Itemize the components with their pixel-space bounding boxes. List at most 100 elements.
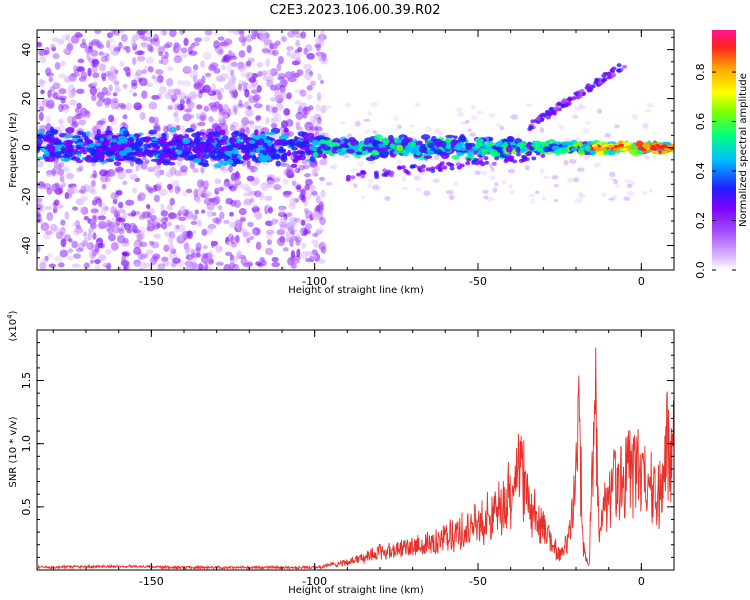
heatmap-cell [265, 117, 270, 125]
heatmap-cell [90, 189, 97, 195]
heatmap-cell [250, 124, 259, 129]
heatmap-cell [151, 221, 161, 230]
heatmap-cell [139, 241, 148, 248]
heatmap-cell [51, 167, 57, 177]
heatmap-cell [282, 247, 289, 252]
heatmap-cell [92, 170, 97, 178]
heatmap-cell [206, 210, 214, 218]
heatmap-cell [223, 53, 232, 63]
heatmap-cell [205, 191, 212, 198]
heatmap-cell [70, 123, 78, 128]
heatmap-cell [304, 210, 313, 219]
heatmap-cell [60, 238, 67, 248]
heatmap-cell [245, 126, 251, 135]
heatmap-cell [304, 173, 312, 178]
heatmap-cell [232, 30, 240, 35]
heatmap-cell [212, 212, 217, 217]
heatmap-cell [238, 35, 248, 43]
heatmap-cell [100, 55, 108, 63]
heatmap-cell [373, 172, 379, 177]
heatmap-cell [304, 184, 310, 191]
heatmap-cell [302, 106, 311, 116]
heatmap-cell [295, 111, 304, 120]
heatmap-cell [262, 75, 269, 82]
heatmap-cell [202, 84, 212, 94]
heatmap-cell [393, 150, 400, 155]
heatmap-cell [185, 188, 193, 194]
heatmap-cell [244, 89, 250, 98]
heatmap-cell [228, 51, 236, 56]
heatmap-cell [279, 146, 284, 153]
heatmap-cell [542, 175, 550, 180]
heatmap-cell [211, 107, 218, 113]
heatmap-cell [249, 191, 258, 196]
heatmap-panel: -150 -100 -50 0 -40 -20 0 20 40 Height of strai… [8, 29, 675, 296]
heatmap-cell [493, 146, 503, 151]
heatmap-cell [149, 149, 159, 156]
heatmap-cell [525, 152, 531, 157]
heatmap-cell [135, 230, 145, 240]
heatmap-cell [229, 254, 235, 262]
heatmap-cell [80, 185, 87, 195]
heatmap-cell [261, 48, 271, 54]
heatmap-cell [278, 205, 287, 211]
heatmap-cell [488, 112, 496, 118]
heatmap-cell [237, 251, 242, 258]
heatmap-cell [257, 139, 262, 146]
heatmap-cell [131, 57, 137, 66]
heatmap-cell [331, 147, 337, 154]
heatmap-cell [367, 183, 373, 189]
heatmap-cell [627, 181, 636, 186]
heatmap-cell [156, 265, 165, 270]
heatmap-cell [306, 149, 312, 156]
heatmap-cell [252, 229, 257, 236]
heatmap-cell [287, 225, 295, 234]
heatmap-cell [72, 228, 80, 236]
heatmap-cell [568, 158, 577, 164]
heatmap-cell [439, 161, 445, 166]
heatmap-cell [165, 172, 174, 177]
heatmap-cell [647, 102, 654, 109]
heatmap-cell [316, 116, 322, 124]
heatmap-cell [238, 79, 245, 85]
heatmap-cell [271, 218, 277, 226]
heatmap-cell [166, 66, 174, 72]
heatmap-cell [644, 145, 651, 149]
heatmap-cell [127, 156, 135, 160]
heatmap-cell [611, 195, 618, 199]
heatmap-cell [160, 210, 169, 217]
heatmap-cell [106, 262, 112, 270]
heatmap-cell [92, 232, 97, 240]
heatmap-cell [247, 83, 257, 90]
heatmap-cell [201, 155, 210, 159]
heatmap-cell [150, 214, 157, 222]
heatmap-cell [115, 211, 121, 217]
heatmap-cell [75, 198, 84, 206]
heatmap-cell [241, 82, 249, 87]
heatmap-cell [318, 210, 324, 215]
heatmap-cell [38, 48, 44, 57]
heatmap-cell [489, 163, 494, 169]
heatmap-cell [431, 179, 439, 183]
heatmap-cell [145, 36, 153, 42]
heatmap-cell [427, 142, 435, 149]
heatmap-cell [74, 107, 80, 113]
heatmap-cell [346, 148, 355, 154]
heatmap-cell [313, 172, 319, 177]
heatmap-cell [285, 238, 291, 243]
heatmap-cell [368, 160, 376, 165]
heatmap-cell [161, 222, 168, 230]
heatmap-cell [203, 105, 210, 112]
heatmap-cell [47, 89, 52, 99]
heatmap-cell [305, 178, 313, 186]
heatmap-cell [65, 172, 75, 180]
heatmap-cell [300, 141, 310, 145]
heatmap-cell [142, 211, 151, 219]
heatmap-cell [158, 157, 164, 164]
heatmap-cell [606, 141, 617, 145]
heatmap-cell [139, 261, 147, 270]
heatmap-cell [306, 84, 313, 91]
heatmap-cell [606, 75, 612, 80]
heatmap-cell [246, 160, 251, 168]
heatmap-cell [495, 123, 502, 127]
